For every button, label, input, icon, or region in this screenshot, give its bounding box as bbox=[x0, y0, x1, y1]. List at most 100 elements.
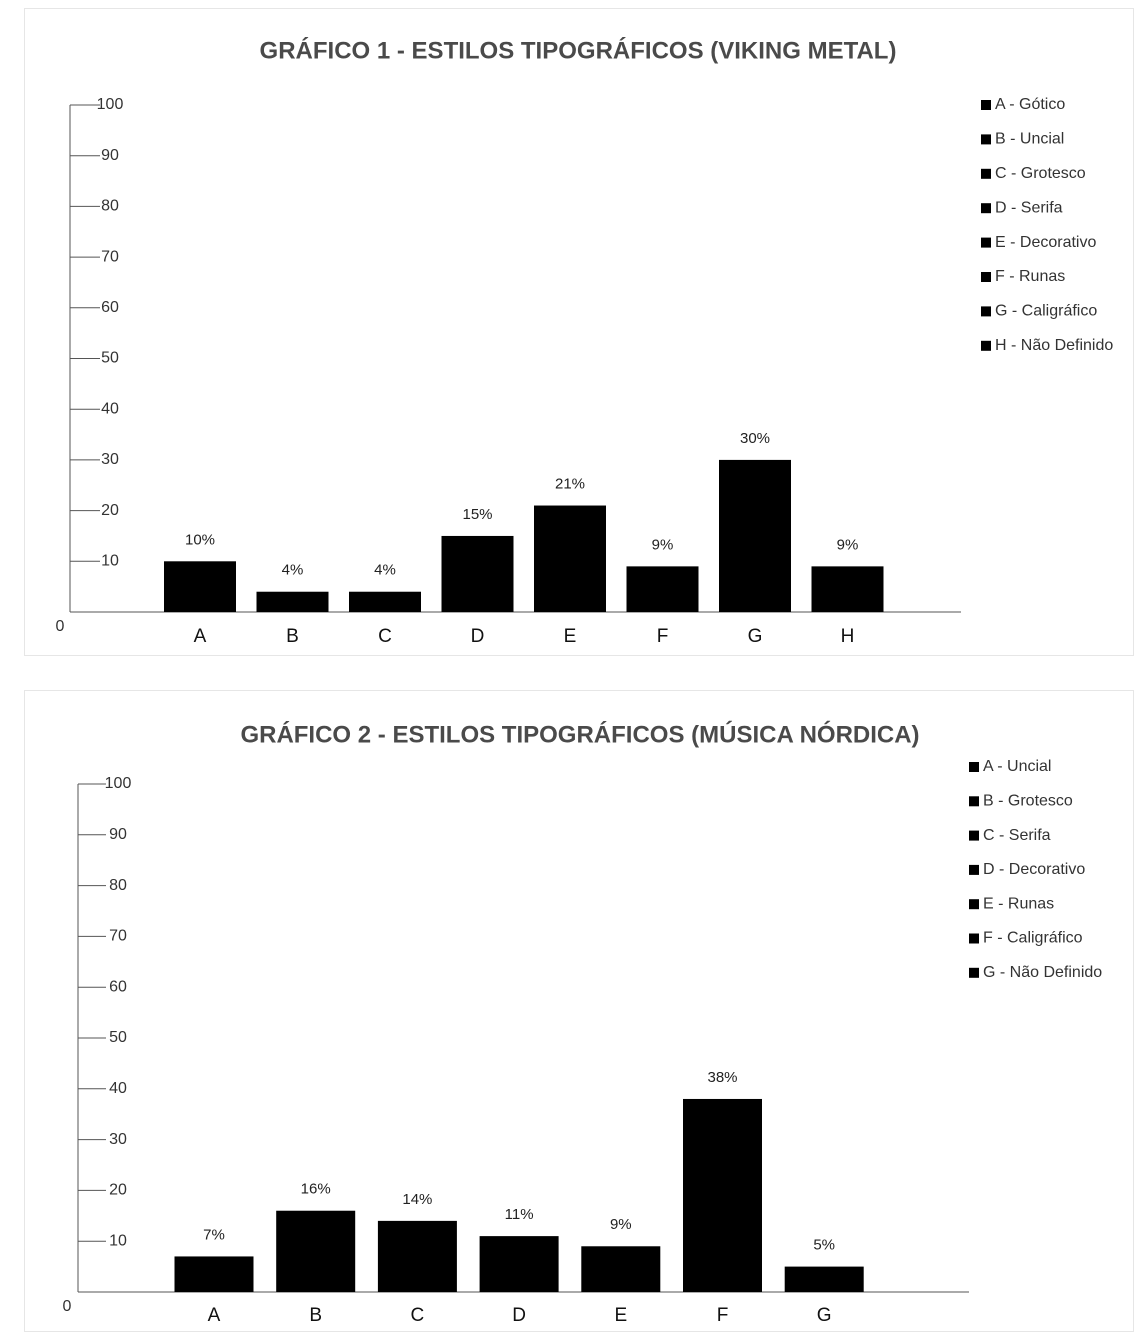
data-label: 4% bbox=[374, 562, 396, 579]
y-tick-label: 10 bbox=[109, 1232, 127, 1249]
bar bbox=[534, 505, 606, 612]
y-tick-label: 50 bbox=[109, 1029, 127, 1046]
x-tick-label: A bbox=[194, 626, 207, 647]
legend-swatch bbox=[969, 933, 979, 944]
x-tick-label: G bbox=[817, 1305, 832, 1326]
data-label: 5% bbox=[813, 1237, 835, 1254]
bar bbox=[256, 591, 329, 612]
legend-swatch bbox=[981, 134, 991, 145]
data-label: 30% bbox=[740, 430, 770, 447]
chart-title: GRÁFICO 1 - ESTILOS TIPOGRÁFICOS (VIKING… bbox=[260, 36, 897, 64]
y-tick-label: 80 bbox=[109, 877, 127, 894]
legend-swatch bbox=[969, 830, 979, 841]
legend-label: G - Não Definido bbox=[983, 964, 1102, 981]
legend-label: C - Grotesco bbox=[995, 165, 1086, 182]
x-tick-label: F bbox=[657, 626, 669, 647]
chart-2-panel: GRÁFICO 2 - ESTILOS TIPOGRÁFICOS (MÚSICA… bbox=[24, 690, 1134, 1332]
data-label: 15% bbox=[462, 506, 492, 523]
y-tick-label: 80 bbox=[101, 198, 119, 215]
legend-label: G - Caligráfico bbox=[995, 303, 1097, 320]
x-tick-label: E bbox=[564, 626, 577, 647]
data-label: 16% bbox=[301, 1181, 331, 1198]
y-tick-label: 60 bbox=[101, 299, 119, 316]
legend-swatch bbox=[981, 306, 991, 317]
legend-swatch bbox=[981, 100, 991, 110]
legend-label: C - Serifa bbox=[983, 827, 1051, 844]
legend-label: H - Não Definido bbox=[995, 337, 1113, 354]
legend-label: E - Decorativo bbox=[995, 234, 1096, 251]
x-tick-label: B bbox=[309, 1305, 322, 1326]
chart-1-svg: GRÁFICO 1 - ESTILOS TIPOGRÁFICOS (VIKING… bbox=[56, 36, 1114, 647]
y-tick-label: 90 bbox=[101, 147, 119, 164]
data-label: 14% bbox=[402, 1191, 432, 1208]
y-tick-label: 90 bbox=[109, 826, 127, 843]
y-tick-label: 20 bbox=[101, 502, 119, 519]
legend-label: D - Decorativo bbox=[983, 861, 1085, 878]
legend-label: A - Gótico bbox=[995, 96, 1065, 113]
data-label: 9% bbox=[837, 536, 859, 553]
data-label: 38% bbox=[707, 1069, 737, 1086]
y-tick-label: 70 bbox=[101, 248, 119, 265]
data-label: 21% bbox=[555, 475, 585, 492]
bar bbox=[683, 1098, 762, 1292]
bar bbox=[626, 566, 699, 612]
legend-swatch bbox=[969, 899, 979, 910]
chart-1-panel: GRÁFICO 1 - ESTILOS TIPOGRÁFICOS (VIKING… bbox=[24, 8, 1134, 656]
bar bbox=[276, 1210, 356, 1292]
bar bbox=[164, 561, 236, 612]
x-tick-label: C bbox=[411, 1305, 425, 1326]
bar bbox=[581, 1246, 661, 1292]
y-tick-label: 40 bbox=[109, 1080, 127, 1097]
legend-swatch bbox=[969, 762, 979, 772]
y-tick-label: 0 bbox=[63, 1298, 72, 1315]
bar bbox=[479, 1236, 559, 1292]
y-tick-label: 0 bbox=[56, 618, 65, 635]
data-label: 9% bbox=[652, 536, 674, 553]
data-label: 4% bbox=[282, 562, 304, 579]
bar bbox=[174, 1256, 254, 1292]
bar bbox=[811, 566, 884, 612]
x-tick-label: H bbox=[841, 626, 855, 647]
bar bbox=[441, 535, 514, 612]
chart-2-svg: GRÁFICO 2 - ESTILOS TIPOGRÁFICOS (MÚSICA… bbox=[63, 720, 1103, 1326]
y-tick-label: 50 bbox=[101, 350, 119, 367]
data-label: 7% bbox=[203, 1226, 225, 1243]
legend-label: D - Serifa bbox=[995, 199, 1063, 216]
legend-swatch bbox=[969, 967, 979, 978]
x-tick-label: C bbox=[378, 626, 392, 647]
x-tick-label: G bbox=[748, 626, 763, 647]
y-tick-label: 60 bbox=[109, 978, 127, 995]
legend-swatch bbox=[969, 864, 979, 875]
legend-label: A - Uncial bbox=[983, 758, 1051, 775]
x-tick-label: B bbox=[286, 626, 299, 647]
legend-label: F - Runas bbox=[995, 268, 1065, 285]
legend-swatch bbox=[981, 203, 991, 214]
y-tick-label: 30 bbox=[101, 451, 119, 468]
y-tick-label: 30 bbox=[109, 1131, 127, 1148]
x-tick-label: D bbox=[471, 626, 485, 647]
bar bbox=[784, 1266, 864, 1292]
y-tick-label: 20 bbox=[109, 1182, 127, 1199]
y-tick-label: 10 bbox=[101, 553, 119, 570]
y-tick-label: 100 bbox=[97, 96, 124, 113]
bar bbox=[719, 459, 791, 612]
bar bbox=[349, 591, 421, 612]
chart-title: GRÁFICO 2 - ESTILOS TIPOGRÁFICOS (MÚSICA… bbox=[240, 720, 919, 748]
data-label: 9% bbox=[610, 1216, 632, 1233]
x-tick-label: A bbox=[208, 1305, 221, 1326]
y-tick-label: 70 bbox=[109, 928, 127, 945]
legend-label: B - Grotesco bbox=[983, 793, 1073, 810]
legend-swatch bbox=[981, 237, 991, 248]
x-tick-label: D bbox=[512, 1305, 526, 1326]
legend-swatch bbox=[969, 796, 979, 807]
legend-swatch bbox=[981, 168, 991, 179]
legend-label: F - Caligráfico bbox=[983, 930, 1083, 947]
x-tick-label: F bbox=[717, 1305, 729, 1326]
bar bbox=[377, 1220, 457, 1292]
legend-label: B - Uncial bbox=[995, 131, 1064, 148]
y-tick-label: 100 bbox=[105, 775, 132, 792]
legend-swatch bbox=[981, 340, 991, 351]
legend-label: E - Runas bbox=[983, 895, 1054, 912]
data-label: 10% bbox=[185, 531, 215, 548]
legend-swatch bbox=[981, 272, 991, 282]
